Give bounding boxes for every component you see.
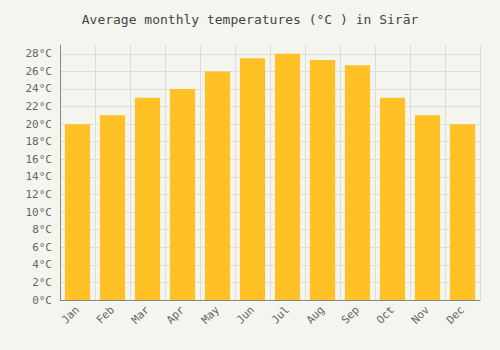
svg-text:Jan: Jan bbox=[59, 303, 82, 326]
svg-text:Feb: Feb bbox=[94, 303, 117, 326]
svg-text:14°C: 14°C bbox=[26, 170, 53, 183]
svg-text:28°C: 28°C bbox=[26, 47, 53, 60]
svg-text:20°C: 20°C bbox=[26, 118, 53, 131]
svg-text:Average monthly temperatures (: Average monthly temperatures (°C ) in Si… bbox=[82, 12, 419, 27]
svg-text:24°C: 24°C bbox=[26, 82, 53, 95]
svg-text:8°C: 8°C bbox=[32, 223, 52, 236]
svg-text:12°C: 12°C bbox=[26, 188, 53, 201]
svg-text:Dec: Dec bbox=[444, 303, 467, 326]
svg-text:4°C: 4°C bbox=[32, 258, 52, 271]
svg-text:6°C: 6°C bbox=[32, 241, 52, 254]
svg-text:26°C: 26°C bbox=[26, 65, 53, 78]
svg-text:22°C: 22°C bbox=[26, 100, 53, 113]
svg-text:Mar: Mar bbox=[129, 303, 152, 326]
svg-text:10°C: 10°C bbox=[26, 206, 53, 219]
svg-text:Apr: Apr bbox=[164, 303, 187, 326]
svg-text:16°C: 16°C bbox=[26, 153, 53, 166]
svg-text:18°C: 18°C bbox=[26, 135, 53, 148]
svg-text:Sep: Sep bbox=[339, 303, 362, 326]
svg-text:Jun: Jun bbox=[234, 303, 257, 326]
svg-text:Nov: Nov bbox=[409, 303, 432, 326]
svg-text:Oct: Oct bbox=[374, 303, 397, 326]
svg-text:0°C: 0°C bbox=[32, 294, 52, 307]
svg-text:Aug: Aug bbox=[304, 303, 327, 326]
svg-text:May: May bbox=[199, 303, 222, 326]
svg-text:Jul: Jul bbox=[269, 303, 292, 326]
svg-text:2°C: 2°C bbox=[32, 276, 52, 289]
